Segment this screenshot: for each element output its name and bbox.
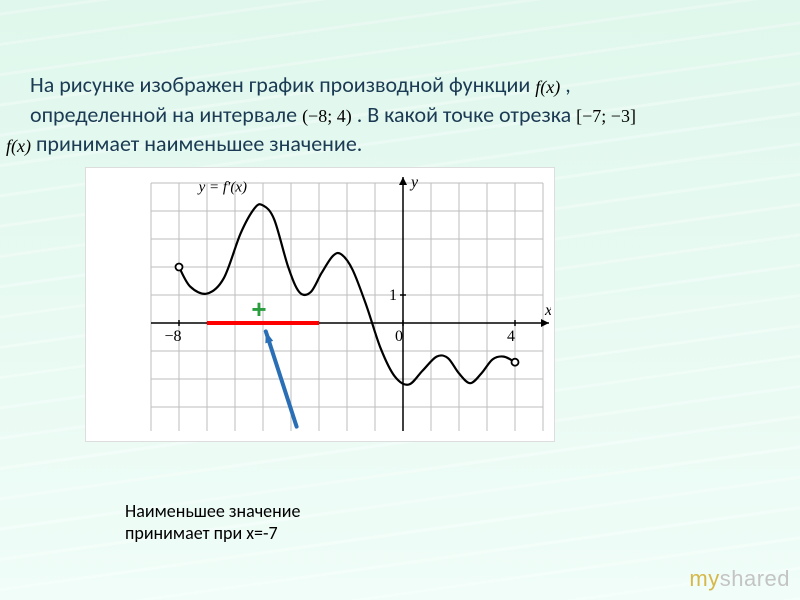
slide-content: На рисунке изображен график производной … bbox=[0, 0, 800, 472]
watermark-my: my bbox=[689, 566, 719, 591]
derivative-chart: −8 0 4 1 x y y = f′(x) bbox=[91, 173, 551, 431]
answer-text: Наименьшее значение принимает при x=-7 bbox=[125, 500, 300, 544]
watermark: myshared bbox=[689, 566, 790, 592]
svg-text:0: 0 bbox=[395, 328, 403, 345]
text-part-2a: определенной на интервале bbox=[30, 101, 302, 128]
problem-statement: На рисунке изображен график производной … bbox=[30, 70, 770, 159]
chart-background: −8 0 4 1 x y y = f′(x) bbox=[85, 167, 555, 442]
svg-text:x: x bbox=[544, 302, 551, 319]
interval-open: (−8; 4) bbox=[302, 104, 352, 128]
fx-inline-2: f(x) bbox=[6, 134, 31, 158]
chart-container: −8 0 4 1 x y y = f′(x) + bbox=[85, 167, 555, 442]
text-part-1b: , bbox=[565, 71, 571, 98]
plus-sign: + bbox=[251, 294, 266, 325]
svg-text:4: 4 bbox=[507, 328, 515, 345]
watermark-rest: shared bbox=[720, 566, 790, 591]
text-part-1: На рисунке изображен график производной … bbox=[30, 71, 535, 98]
text-part-2b: . В какой точке отрезка bbox=[357, 101, 576, 128]
svg-text:1: 1 bbox=[389, 287, 397, 304]
svg-text:−8: −8 bbox=[164, 328, 181, 345]
text-part-3: принимает наименьшее значение. bbox=[36, 130, 362, 157]
svg-text:y: y bbox=[409, 174, 419, 191]
svg-text:y = f′(x): y = f′(x) bbox=[197, 179, 247, 195]
answer-line-1: Наименьшее значение bbox=[125, 500, 300, 522]
answer-line-2: принимает при x=-7 bbox=[125, 522, 278, 544]
interval-closed: [−7; −3] bbox=[576, 104, 636, 128]
fx-inline-1: f(x) bbox=[535, 75, 560, 99]
